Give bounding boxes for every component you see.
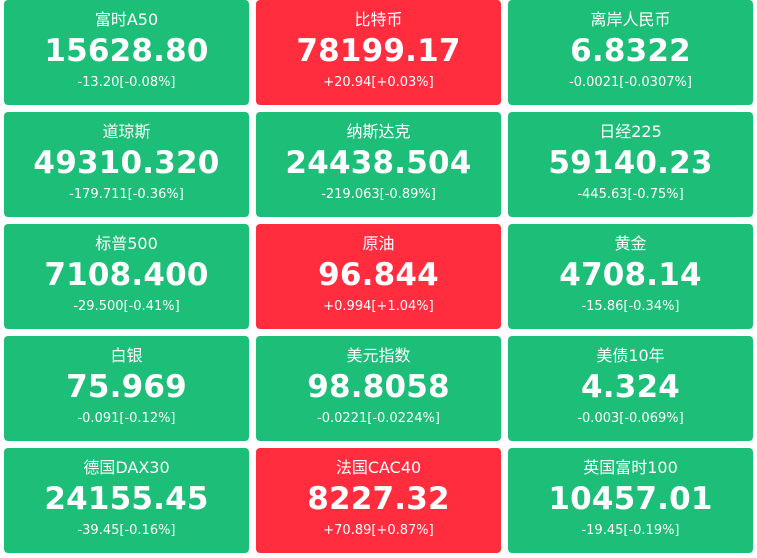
quote-name: 标普500	[95, 234, 158, 253]
quote-price: 15628.80	[44, 33, 209, 69]
quote-tile-offshore-cny[interactable]: 离岸人民币 6.8322 -0.0021[-0.0307%]	[508, 0, 753, 105]
quote-name: 离岸人民币	[590, 10, 671, 29]
quote-name: 纳斯达克	[346, 122, 411, 141]
quote-change: -39.45[-0.16%]	[77, 523, 176, 538]
quote-change: +70.89[+0.87%]	[323, 523, 434, 538]
quote-change: +20.94[+0.03%]	[323, 75, 434, 90]
quote-name: 白银	[110, 346, 143, 365]
quote-tile-us-10y-treasury[interactable]: 美债10年 4.324 -0.003[-0.069%]	[508, 336, 753, 441]
quote-price: 98.8058	[307, 369, 450, 405]
quote-name: 美元指数	[346, 346, 411, 365]
quote-change: -445.63[-0.75%]	[577, 187, 684, 202]
quote-tile-nikkei-225[interactable]: 日经225 59140.23 -445.63[-0.75%]	[508, 112, 753, 217]
quote-change: -0.0221[-0.0224%]	[317, 411, 440, 426]
quote-price: 4.324	[580, 369, 681, 405]
quote-name: 德国DAX30	[83, 458, 170, 477]
quote-price: 10457.01	[548, 481, 713, 517]
quote-price: 4708.14	[559, 257, 702, 293]
quote-name: 日经225	[599, 122, 662, 141]
quote-name: 富时A50	[94, 10, 159, 29]
market-quotes-grid: 富时A50 15628.80 -13.20[-0.08%] 比特币 78199.…	[4, 0, 754, 556]
quote-price: 7108.400	[44, 257, 209, 293]
quote-tile-ftse-china-a50[interactable]: 富时A50 15628.80 -13.20[-0.08%]	[4, 0, 249, 105]
quote-tile-nasdaq[interactable]: 纳斯达克 24438.504 -219.063[-0.89%]	[256, 112, 501, 217]
quote-name: 美债10年	[596, 346, 665, 365]
quote-name: 原油	[362, 234, 395, 253]
quote-name: 黄金	[614, 234, 647, 253]
quote-change: -19.45[-0.19%]	[581, 523, 680, 538]
quote-price: 24438.504	[285, 145, 472, 181]
quote-tile-gold[interactable]: 黄金 4708.14 -15.86[-0.34%]	[508, 224, 753, 329]
quote-change: -15.86[-0.34%]	[581, 299, 680, 314]
quote-price: 96.844	[318, 257, 439, 293]
quote-change: -13.20[-0.08%]	[77, 75, 176, 90]
quote-change: -0.003[-0.069%]	[577, 411, 684, 426]
quote-tile-dax-30[interactable]: 德国DAX30 24155.45 -39.45[-0.16%]	[4, 448, 249, 553]
quote-price: 24155.45	[44, 481, 209, 517]
quote-price: 49310.320	[33, 145, 220, 181]
quote-tile-crude-oil[interactable]: 原油 96.844 +0.994[+1.04%]	[256, 224, 501, 329]
quote-name: 道琼斯	[102, 122, 151, 141]
quote-name: 法国CAC40	[335, 458, 422, 477]
quote-price: 78199.17	[296, 33, 461, 69]
quote-tile-sp-500[interactable]: 标普500 7108.400 -29.500[-0.41%]	[4, 224, 249, 329]
quote-tile-silver[interactable]: 白银 75.969 -0.091[-0.12%]	[4, 336, 249, 441]
quote-change: -0.0021[-0.0307%]	[569, 75, 692, 90]
quote-change: +0.994[+1.04%]	[323, 299, 434, 314]
quote-price: 59140.23	[548, 145, 713, 181]
quote-price: 6.8322	[570, 33, 691, 69]
quote-change: -219.063[-0.89%]	[321, 187, 436, 202]
quote-change: -0.091[-0.12%]	[77, 411, 176, 426]
quote-tile-bitcoin[interactable]: 比特币 78199.17 +20.94[+0.03%]	[256, 0, 501, 105]
quote-price: 75.969	[66, 369, 187, 405]
quote-change: -179.711[-0.36%]	[69, 187, 184, 202]
quote-tile-ftse-100[interactable]: 英国富时100 10457.01 -19.45[-0.19%]	[508, 448, 753, 553]
quote-tile-cac-40[interactable]: 法国CAC40 8227.32 +70.89[+0.87%]	[256, 448, 501, 553]
quote-tile-dow-jones[interactable]: 道琼斯 49310.320 -179.711[-0.36%]	[4, 112, 249, 217]
quote-price: 8227.32	[307, 481, 450, 517]
quote-name: 英国富时100	[583, 458, 678, 477]
quote-change: -29.500[-0.41%]	[73, 299, 180, 314]
quote-tile-dollar-index[interactable]: 美元指数 98.8058 -0.0221[-0.0224%]	[256, 336, 501, 441]
quote-name: 比特币	[354, 10, 403, 29]
